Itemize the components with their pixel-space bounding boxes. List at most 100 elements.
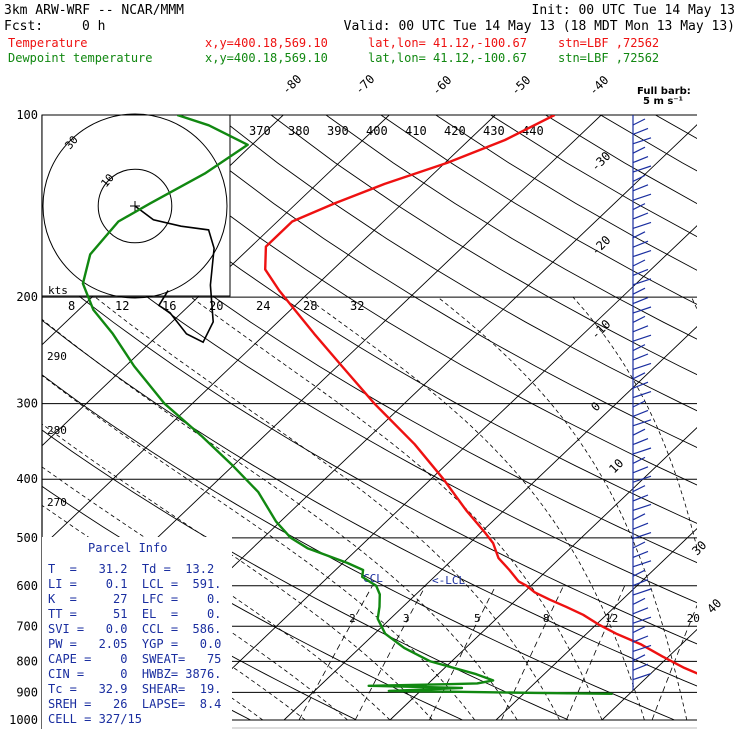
parcel-info-box: Parcel Info T = 31.2 Td = 13.2 LI = 0.1 …	[42, 537, 232, 729]
wind-scale-label: 16	[162, 299, 176, 313]
mixing-ratio-line	[651, 604, 697, 721]
dry-adiabat	[42, 211, 697, 604]
wind-barb	[632, 541, 646, 549]
dry-adiabat	[42, 265, 697, 645]
wind-barb	[632, 353, 649, 361]
mixing-ratio-line	[429, 585, 497, 721]
pressure-tick-label: 300	[16, 397, 38, 411]
parcel-info-row: TT = 51 EL = 0.	[48, 607, 221, 621]
wind-barb	[632, 174, 646, 182]
wind-barb	[632, 306, 652, 314]
dry-adiabat	[490, 115, 697, 238]
moist-adiabat	[691, 296, 697, 310]
wind-barb	[632, 137, 652, 145]
wind-barb	[632, 409, 649, 417]
wind-barb	[632, 278, 652, 286]
wind-barb	[632, 315, 646, 323]
wind-barb	[632, 372, 646, 380]
parcel-info-row: K = 27 LFC = 0.	[48, 592, 221, 606]
legend-temperature-stn: stn=LBF ,72562	[558, 36, 659, 50]
wind-barb	[632, 184, 649, 192]
dry-adiabat	[42, 158, 697, 564]
isotherm-label: -40	[586, 73, 611, 98]
wind-barb	[632, 438, 649, 446]
wind-barb	[632, 616, 652, 624]
wind-barb	[632, 268, 649, 276]
sounding-curves	[81, 115, 697, 695]
isotherm-line	[601, 628, 697, 721]
wind-barb	[632, 221, 652, 229]
theta-label: 430	[483, 124, 505, 138]
wind-barb	[632, 156, 649, 164]
wind-barb	[632, 475, 652, 483]
wind-barb	[632, 644, 652, 652]
wind-barb	[632, 287, 646, 295]
mixing-ratio-label: 12	[605, 612, 618, 625]
legend-dewpoint-xy: x,y=400.18,569.10	[205, 51, 328, 65]
wind-scale-label: 12	[115, 299, 129, 313]
legend-temperature: Temperature	[8, 36, 87, 50]
wind-scale-label: 24	[256, 299, 270, 313]
isotherm-line	[177, 225, 697, 721]
wind-barb	[632, 503, 652, 511]
wind-barb	[632, 560, 652, 568]
pressure-tick-label: 400	[16, 472, 38, 486]
theta-side-label: 290	[47, 350, 67, 363]
parcel-info-row: CAPE = 0 SWEAT= 75	[48, 652, 221, 666]
lcl-label: <-LCL	[432, 574, 465, 587]
theta-label: 370	[249, 124, 271, 138]
wind-scale-label: 28	[303, 299, 317, 313]
mixing-ratio-label: 2	[349, 612, 356, 625]
wind-barb	[632, 259, 646, 267]
dry-adiabat	[655, 115, 697, 139]
wind-scale-label: 32	[350, 299, 364, 313]
parcel-info-row: CELL = 327/15	[48, 712, 142, 726]
pressure-tick-label: 600	[16, 579, 38, 593]
dry-adiabat	[545, 115, 697, 205]
dry-adiabat	[600, 115, 697, 172]
wind-barb	[632, 334, 652, 342]
wind-barb	[632, 250, 652, 258]
dry-adiabat	[42, 374, 675, 721]
mixing-ratio-line	[501, 585, 564, 721]
wind-barb	[632, 400, 646, 408]
wind-barb	[632, 569, 646, 577]
theta-side-label: 270	[47, 496, 67, 509]
hodograph-ring	[42, 113, 228, 299]
legend-dewpoint-latlon: lat,lon= 41.12,-100.67	[368, 51, 527, 65]
dry-adiabat	[215, 115, 697, 412]
init-time: Init: 00 UTC Tue 14 May 13	[532, 3, 736, 18]
wind-barb	[632, 626, 646, 634]
wind-units-label: kts	[48, 284, 68, 297]
parcel-info-row: LI = 0.1 LCL = 591.	[48, 577, 221, 591]
dry-adiabat	[161, 115, 697, 448]
dewpoint-curve	[81, 115, 613, 695]
wind-barb	[632, 447, 652, 455]
wind-barb	[632, 522, 649, 530]
isotherm-label: 0	[588, 399, 603, 414]
mixing-ratio-label: 5	[474, 612, 481, 625]
parcel-info-title: Parcel Info	[88, 541, 167, 555]
wind-barb	[632, 597, 646, 605]
wind-barb	[632, 391, 652, 399]
wind-barb	[632, 607, 649, 615]
wind-barb	[632, 118, 646, 126]
fcst-label: Fcst:	[4, 19, 43, 34]
moist-adiabat	[437, 296, 688, 721]
legend: Temperature x,y=400.18,569.10 lat,lon= 4…	[8, 36, 659, 65]
full-barb-label: Full barb:	[637, 86, 691, 97]
isotherm-label: -80	[279, 72, 304, 97]
isotherm-label: 40	[704, 596, 724, 616]
wind-barb	[632, 550, 649, 558]
wind-barb	[632, 663, 649, 671]
legend-temperature-xy: x,y=400.18,569.10	[205, 36, 328, 50]
mixing-ratio-label: 3	[403, 612, 410, 625]
wind-barb	[632, 673, 652, 681]
parcel-info-row: Tc = 32.9 SHEAR= 19.	[48, 682, 221, 696]
wind-barb	[632, 654, 646, 662]
wind-barb	[632, 297, 649, 305]
moist-adiabat	[572, 296, 697, 550]
wind-barb	[632, 456, 646, 464]
